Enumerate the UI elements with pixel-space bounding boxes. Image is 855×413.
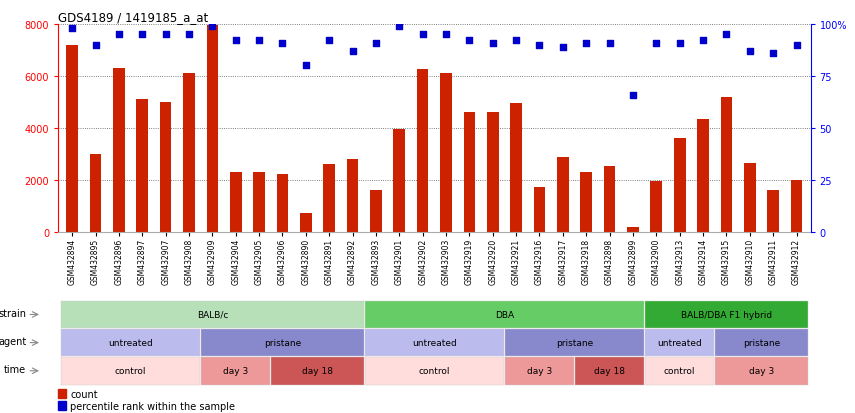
- Text: pristane: pristane: [743, 338, 780, 347]
- Text: GDS4189 / 1419185_a_at: GDS4189 / 1419185_a_at: [58, 11, 209, 24]
- Point: [229, 38, 243, 45]
- Bar: [721, 97, 732, 233]
- Point: [439, 32, 453, 38]
- Point: [533, 42, 546, 49]
- Bar: [791, 180, 802, 233]
- Point: [299, 63, 313, 70]
- Point: [650, 40, 663, 47]
- Point: [510, 38, 523, 45]
- Bar: [697, 119, 709, 233]
- Point: [766, 50, 780, 57]
- Text: control: control: [419, 366, 450, 375]
- Bar: [58, 389, 66, 398]
- Text: BALB/c: BALB/c: [197, 310, 228, 319]
- Point: [322, 38, 336, 45]
- Text: agent: agent: [0, 337, 27, 347]
- Bar: [581, 173, 592, 233]
- Text: percentile rank within the sample: percentile rank within the sample: [70, 401, 235, 411]
- Bar: [160, 103, 172, 233]
- Bar: [347, 160, 358, 233]
- Text: day 18: day 18: [302, 366, 333, 375]
- Point: [392, 24, 406, 30]
- Bar: [534, 187, 545, 233]
- Bar: [323, 165, 335, 233]
- Bar: [767, 191, 779, 233]
- Bar: [486, 113, 498, 233]
- Text: day 3: day 3: [749, 366, 774, 375]
- Point: [486, 40, 499, 47]
- Bar: [300, 213, 312, 233]
- Bar: [253, 173, 265, 233]
- Text: BALB/DBA F1 hybrid: BALB/DBA F1 hybrid: [681, 310, 772, 319]
- Bar: [674, 139, 686, 233]
- Text: day 3: day 3: [223, 366, 248, 375]
- Text: strain: strain: [0, 309, 27, 318]
- Bar: [417, 70, 428, 233]
- Point: [89, 42, 103, 49]
- Text: untreated: untreated: [657, 338, 702, 347]
- Point: [135, 32, 149, 38]
- Point: [65, 26, 79, 32]
- Point: [463, 38, 476, 45]
- Bar: [651, 182, 662, 233]
- Bar: [230, 173, 242, 233]
- Point: [720, 32, 734, 38]
- Point: [369, 40, 383, 47]
- Point: [112, 32, 126, 38]
- Bar: [58, 401, 66, 410]
- Point: [275, 40, 289, 47]
- Point: [416, 32, 429, 38]
- Point: [252, 38, 266, 45]
- Bar: [627, 227, 639, 233]
- Point: [673, 40, 687, 47]
- Point: [205, 24, 219, 30]
- Text: pristane: pristane: [264, 338, 301, 347]
- Text: day 3: day 3: [527, 366, 552, 375]
- Point: [345, 48, 359, 55]
- Point: [626, 92, 640, 99]
- Bar: [277, 174, 288, 233]
- Bar: [557, 157, 569, 233]
- Bar: [440, 74, 451, 233]
- Bar: [67, 45, 78, 233]
- Point: [696, 38, 710, 45]
- Point: [580, 40, 593, 47]
- Point: [743, 48, 757, 55]
- Text: day 18: day 18: [594, 366, 625, 375]
- Bar: [463, 113, 475, 233]
- Bar: [90, 154, 102, 233]
- Point: [603, 40, 616, 47]
- Point: [182, 32, 196, 38]
- Bar: [137, 100, 148, 233]
- Text: count: count: [70, 389, 97, 399]
- Bar: [393, 130, 405, 233]
- Text: control: control: [664, 366, 695, 375]
- Point: [159, 32, 173, 38]
- Bar: [510, 104, 522, 233]
- Bar: [370, 191, 382, 233]
- Bar: [113, 69, 125, 233]
- Point: [556, 44, 569, 51]
- Bar: [207, 26, 218, 233]
- Text: control: control: [115, 366, 146, 375]
- Point: [790, 42, 804, 49]
- Bar: [604, 166, 616, 233]
- Text: time: time: [4, 365, 27, 375]
- Text: untreated: untreated: [412, 338, 457, 347]
- Bar: [183, 74, 195, 233]
- Bar: [744, 164, 756, 233]
- Text: untreated: untreated: [109, 338, 153, 347]
- Text: pristane: pristane: [556, 338, 593, 347]
- Text: DBA: DBA: [495, 310, 514, 319]
